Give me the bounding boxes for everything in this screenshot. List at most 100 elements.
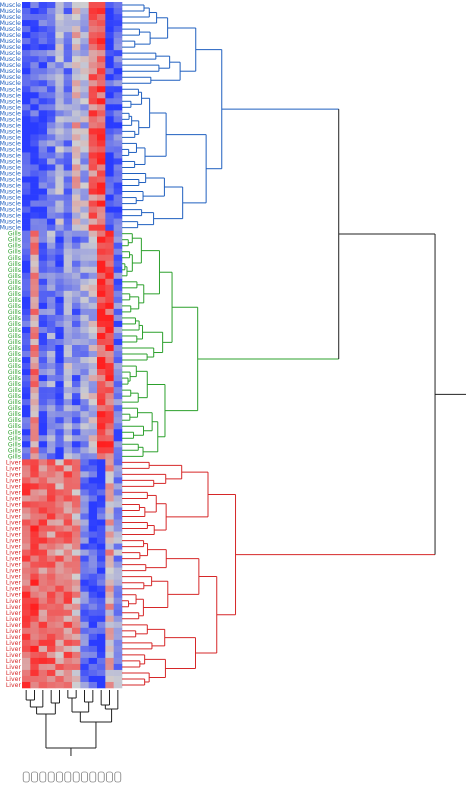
- heat-cell: [97, 531, 106, 538]
- heat-cell: [113, 477, 123, 484]
- heat-cell: [113, 531, 123, 538]
- heat-cell: [30, 206, 39, 213]
- heat-cell: [22, 98, 31, 105]
- column-label-glyph: [81, 771, 88, 783]
- heat-cell: [88, 38, 98, 45]
- heat-cell: [72, 513, 81, 520]
- heat-cell: [97, 320, 106, 328]
- heat-cell: [22, 567, 31, 574]
- heat-cell: [113, 435, 123, 442]
- heat-cell: [80, 146, 89, 153]
- heat-cell: [105, 128, 114, 135]
- heat-cell: [63, 543, 73, 550]
- row-label: Liver: [6, 622, 22, 629]
- heat-cell: [88, 62, 98, 69]
- heat-cell: [38, 194, 48, 201]
- heat-cell: [38, 212, 48, 219]
- heat-cell: [105, 435, 114, 442]
- heat-cell: [105, 567, 114, 574]
- heat-cell: [97, 399, 106, 406]
- heat-cell: [113, 80, 123, 87]
- heat-cell: [38, 519, 48, 526]
- heat-cell: [88, 441, 98, 448]
- heat-cell: [47, 435, 56, 442]
- heat-cell: [72, 405, 81, 412]
- heat-cell: [97, 20, 106, 27]
- heat-cell: [22, 302, 31, 310]
- heat-cell: [22, 543, 31, 550]
- heat-cell: [63, 495, 73, 502]
- heat-cell: [30, 537, 39, 544]
- heat-cell: [80, 357, 89, 364]
- heat-cell: [22, 176, 31, 183]
- row-label: Muscle: [0, 38, 21, 45]
- heat-cell: [22, 519, 31, 526]
- heat-cell: [22, 489, 31, 496]
- heat-cell: [55, 116, 64, 123]
- row-label: Liver: [6, 586, 22, 593]
- heat-cell: [47, 483, 56, 490]
- heat-cell: [113, 387, 123, 394]
- heat-cell: [55, 290, 64, 298]
- heat-cell: [80, 92, 89, 99]
- heat-cell: [97, 555, 106, 562]
- heat-cell: [30, 657, 39, 665]
- heat-cell: [80, 561, 89, 568]
- heat-cell: [105, 537, 114, 544]
- heat-cell: [105, 164, 114, 171]
- heat-cell: [97, 8, 106, 15]
- heat-cell: [88, 86, 98, 93]
- heat-cell: [97, 80, 106, 87]
- heat-cell: [72, 308, 81, 316]
- heat-cell: [63, 609, 73, 617]
- heat-cell: [38, 296, 48, 304]
- heat-cell: [30, 627, 39, 635]
- heat-cell: [113, 681, 123, 689]
- heat-cell: [105, 200, 114, 207]
- heat-cell: [55, 320, 64, 328]
- heat-cell: [88, 122, 98, 129]
- heat-cell: [72, 615, 81, 623]
- heat-cell: [72, 260, 81, 268]
- heat-cell: [72, 212, 81, 219]
- heat-cell: [22, 621, 31, 629]
- heat-cell: [22, 375, 31, 382]
- heat-cell: [72, 284, 81, 292]
- heat-cell: [80, 74, 89, 81]
- heat-cell: [113, 483, 123, 490]
- row-label: Muscle: [0, 20, 21, 27]
- heat-cell: [88, 567, 98, 574]
- heat-cell: [113, 86, 123, 93]
- heat-cell: [88, 242, 98, 250]
- heat-cell: [22, 423, 31, 430]
- heat-cell: [72, 453, 81, 460]
- heat-cell: [97, 284, 106, 292]
- heat-cell: [63, 290, 73, 298]
- heat-cell: [97, 591, 106, 599]
- heat-cell: [47, 573, 56, 580]
- heat-cell: [38, 338, 48, 346]
- heat-cell: [63, 621, 73, 629]
- heat-cell: [105, 206, 114, 213]
- heat-cell: [97, 26, 106, 33]
- heat-cell: [22, 278, 31, 286]
- heat-cell: [22, 441, 31, 448]
- heat-cell: [80, 302, 89, 310]
- heat-cell: [30, 543, 39, 550]
- heat-cell: [97, 465, 106, 472]
- heat-cell: [113, 104, 123, 111]
- heat-cell: [30, 447, 39, 454]
- heat-cell: [30, 639, 39, 647]
- row-label: Liver: [6, 550, 22, 557]
- row-label: Liver: [6, 592, 22, 599]
- heat-cell: [80, 399, 89, 406]
- heat-cell: [97, 417, 106, 424]
- heat-cell: [72, 62, 81, 69]
- row-label: Gills: [8, 339, 21, 346]
- heatmap-cells: [22, 2, 123, 689]
- heat-cell: [80, 170, 89, 177]
- heat-cell: [105, 86, 114, 93]
- row-label: Liver: [6, 682, 22, 689]
- heat-cell: [72, 176, 81, 183]
- heat-cell: [105, 332, 114, 340]
